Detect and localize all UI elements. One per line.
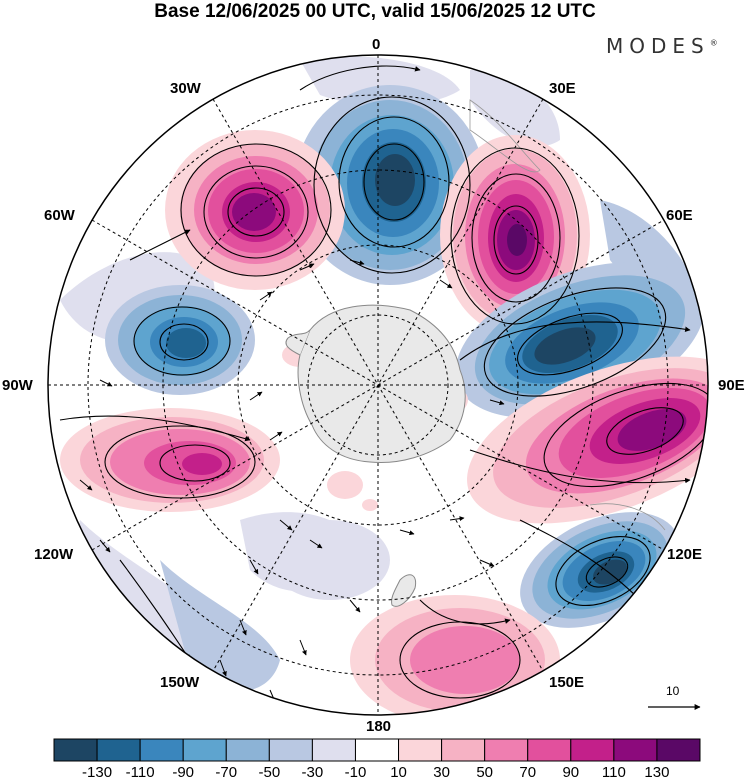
colorbar-tick-label: -30	[301, 764, 324, 781]
page-title: Base 12/06/2025 00 UTC, valid 15/06/2025…	[154, 1, 596, 22]
colorbar-swatch	[225, 738, 270, 762]
graticule	[48, 55, 708, 715]
colorbar-tick-label: 10	[390, 764, 407, 781]
colorbar-swatch	[613, 738, 658, 762]
lon-label-90w: 90W	[2, 377, 33, 394]
reference-vector-label: 10	[666, 684, 680, 698]
colorbar-tick-label: 110	[601, 764, 626, 781]
lon-label-30w: 30W	[170, 80, 201, 97]
colorbar-swatch	[268, 738, 313, 762]
colorbar-tick-label: -70	[215, 764, 238, 781]
antarctica-landmass	[285, 99, 666, 607]
colorbar-swatch	[354, 738, 400, 762]
colorbar-swatch	[656, 738, 701, 762]
colorbar-swatch	[53, 738, 98, 762]
map-border	[47, 54, 709, 716]
lon-label-120e: 120E	[667, 546, 703, 563]
height-anomaly-field	[60, 56, 708, 715]
colorbar-swatch	[484, 738, 529, 762]
lon-label-150e: 150E	[549, 674, 585, 691]
colorbar-swatch	[398, 738, 443, 762]
lon-label-0: 0	[372, 36, 381, 53]
new-zealand	[391, 574, 417, 607]
colorbar-tick-label: 130	[644, 764, 670, 781]
colorbar-swatch	[527, 738, 572, 762]
colorbar-swatch	[570, 738, 615, 762]
wind-streamlines	[59, 65, 708, 699]
colorbar-swatch	[139, 738, 184, 762]
colorbar-swatch	[311, 738, 356, 762]
brand-logo: MODES®	[606, 34, 718, 58]
colorbar-tick-label: -10	[344, 764, 367, 781]
colorbar-tick-label: -110	[125, 764, 155, 781]
lon-label-120w: 120W	[34, 546, 74, 563]
colorbar-tick-label: 30	[433, 764, 450, 781]
colorbar-tick-label: -130	[82, 764, 113, 781]
colorbar-tick-label: 50	[476, 764, 493, 781]
colorbar-tick-label: -90	[172, 764, 195, 781]
lon-label-90e: 90E	[718, 377, 745, 394]
colorbar-tick-label: 90	[562, 764, 580, 781]
lon-label-150w: 150W	[160, 674, 200, 691]
colorbar-tick-label: 70	[519, 764, 537, 781]
wind-vectors	[79, 129, 651, 705]
lon-label-180: 180	[366, 718, 392, 735]
lon-label-60e: 60E	[666, 207, 693, 224]
colorbar-swatch	[441, 738, 486, 762]
lon-label-60w: 60W	[44, 207, 75, 224]
colorbar-swatch	[96, 738, 141, 762]
lon-label-30e: 30E	[549, 80, 576, 97]
colorbar	[53, 738, 701, 762]
colorbar-swatch	[182, 738, 227, 762]
colorbar-tick-label: -50	[258, 764, 281, 781]
